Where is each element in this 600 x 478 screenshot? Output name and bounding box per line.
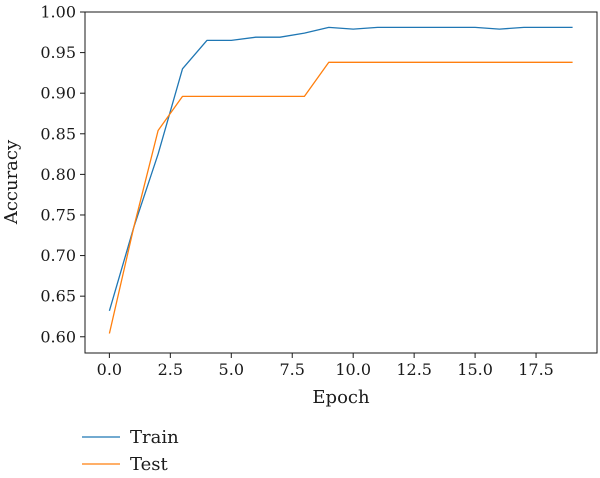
x-tick-label: 5.0 — [219, 360, 244, 379]
series-line-train — [108, 26, 573, 311]
legend-item-test: Test — [82, 454, 168, 475]
y-tick-label: 0.75 — [40, 205, 76, 224]
y-tick-label: 1.00 — [40, 3, 76, 22]
x-tick-label: 2.5 — [158, 360, 183, 379]
y-tick-label: 0.95 — [40, 43, 76, 62]
x-tick-label: 17.5 — [518, 360, 554, 379]
legend-item-train: Train — [82, 427, 179, 448]
x-axis-ticks: 0.0 2.5 5.0 7.5 10.0 12.5 15.0 17.5 — [97, 353, 554, 379]
y-axis-ticks: 0.60 0.65 0.70 0.75 0.80 0.85 0.90 0.95 1.00 — [40, 3, 85, 346]
y-tick-label: 0.85 — [40, 124, 76, 143]
y-tick-label: 0.90 — [40, 84, 76, 103]
x-tick-label: 0.0 — [97, 360, 122, 379]
y-tick-label: 0.60 — [40, 327, 76, 346]
plot-frame — [84, 11, 598, 354]
legend-label-test: Test — [130, 454, 168, 475]
y-tick-label: 0.80 — [40, 165, 76, 184]
legend: Train Test — [82, 427, 179, 475]
legend-label-train: Train — [130, 427, 179, 448]
x-tick-label: 10.0 — [335, 360, 371, 379]
y-axis-label: Accuracy — [1, 139, 22, 225]
y-tick-label: 0.70 — [40, 246, 76, 265]
series-line-test — [108, 61, 573, 334]
x-tick-label: 15.0 — [457, 360, 493, 379]
x-tick-label: 12.5 — [396, 360, 432, 379]
y-tick-label: 0.65 — [40, 287, 76, 306]
x-tick-label: 7.5 — [280, 360, 305, 379]
series-lines — [108, 26, 573, 334]
x-axis-label: Epoch — [312, 387, 370, 408]
